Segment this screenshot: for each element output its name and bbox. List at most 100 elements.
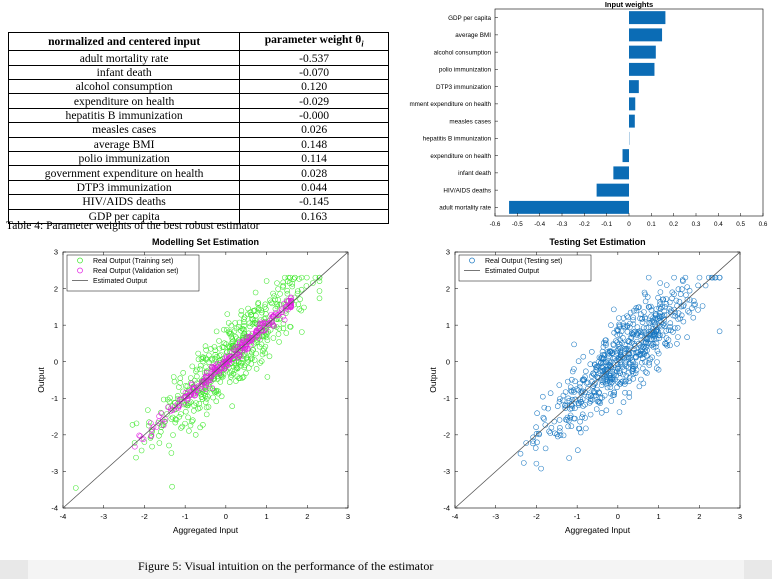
training-point <box>312 274 319 281</box>
training-point <box>204 396 210 402</box>
y-tick-label: -4 <box>443 504 450 513</box>
testing-point <box>575 447 581 453</box>
testing-point <box>621 346 628 352</box>
testing-point <box>635 340 642 347</box>
x-axis-label: Aggregated Input <box>565 525 631 535</box>
testing-point <box>677 315 683 322</box>
training-point <box>133 454 139 461</box>
testing-point <box>568 387 574 394</box>
testing-point <box>653 311 659 317</box>
testing-point <box>616 324 623 330</box>
training-point <box>197 362 204 369</box>
parameter-weights-table: normalized and centered input parameter … <box>7 31 389 225</box>
testing-point <box>630 331 637 338</box>
testing-point <box>640 365 646 372</box>
training-point <box>138 447 145 454</box>
training-point <box>203 364 209 370</box>
training-point <box>158 409 164 416</box>
training-point <box>200 358 206 365</box>
x-tick-label: -4 <box>452 512 459 521</box>
testing-point <box>599 348 606 355</box>
training-point <box>206 352 212 359</box>
testing-point <box>557 432 564 438</box>
y-tick-label: 1 <box>54 321 58 330</box>
testing-point <box>534 410 540 416</box>
testing-point <box>556 382 563 388</box>
testing-point <box>712 274 719 281</box>
testing-point <box>630 370 637 377</box>
training-point <box>262 301 269 308</box>
testing-point <box>603 359 610 365</box>
validation-point <box>140 436 147 442</box>
x-tick-label: 0 <box>224 512 228 521</box>
testing-point <box>626 378 632 385</box>
testing-point <box>699 303 706 309</box>
training-point <box>248 312 254 318</box>
testing-point <box>656 305 662 311</box>
training-point <box>274 316 280 322</box>
training-point <box>166 442 172 449</box>
training-point <box>182 383 189 389</box>
training-point <box>187 422 194 429</box>
training-point <box>228 333 235 340</box>
training-point <box>275 297 281 303</box>
testing-point <box>661 323 668 329</box>
training-point <box>255 300 262 306</box>
training-point <box>211 388 217 394</box>
validation-point <box>243 342 249 348</box>
testing-point <box>646 359 652 366</box>
testing-point <box>637 333 644 340</box>
table-cell-weight: -0.145 <box>239 194 389 210</box>
validation-point <box>237 353 244 360</box>
validation-point <box>237 347 243 353</box>
training-point <box>280 282 286 289</box>
testing-point <box>577 418 583 425</box>
testing-point <box>589 349 595 355</box>
testing-point <box>630 314 636 321</box>
chart-title: Testing Set Estimation <box>549 237 645 247</box>
testing-point <box>557 396 563 402</box>
training-point <box>271 293 277 299</box>
testing-point <box>601 392 608 399</box>
testing-point <box>590 388 597 395</box>
testing-point <box>642 298 649 305</box>
validation-point <box>156 418 162 424</box>
validation-point <box>288 303 294 310</box>
y-tick-label: -2 <box>51 431 58 440</box>
testing-point <box>690 314 697 321</box>
testing-point <box>653 316 659 323</box>
testing-point <box>639 359 645 366</box>
testing-point <box>587 361 594 367</box>
validation-point <box>244 334 250 340</box>
testing-point <box>642 315 649 322</box>
training-point <box>277 291 283 297</box>
y-tick-label: -3 <box>51 467 58 476</box>
training-point <box>159 422 165 429</box>
testing-point <box>575 400 582 406</box>
training-point <box>131 440 138 446</box>
testing-point <box>608 377 614 383</box>
legend-marker-swatch <box>469 257 475 264</box>
testing-point <box>608 380 614 387</box>
testing-point <box>616 381 623 387</box>
training-point <box>236 319 243 326</box>
validation-point <box>192 390 199 396</box>
training-point <box>262 315 269 321</box>
training-point <box>285 274 292 281</box>
training-point <box>179 423 186 430</box>
testing-point <box>675 316 681 322</box>
testing-point <box>659 332 666 339</box>
training-point <box>283 330 290 336</box>
validation-point <box>202 373 209 380</box>
testing-point <box>530 434 536 441</box>
y-tick-label: -2 <box>443 431 450 440</box>
testing-point <box>603 407 610 414</box>
testing-point <box>659 304 665 310</box>
training-point <box>161 419 168 425</box>
training-point <box>298 286 305 293</box>
table-row: HIV/AIDS deaths -0.145 <box>7 194 389 210</box>
testing-point <box>615 346 622 352</box>
table-cell-input: GDP per capita <box>7 208 241 225</box>
training-point <box>266 353 273 360</box>
training-point <box>189 418 195 425</box>
